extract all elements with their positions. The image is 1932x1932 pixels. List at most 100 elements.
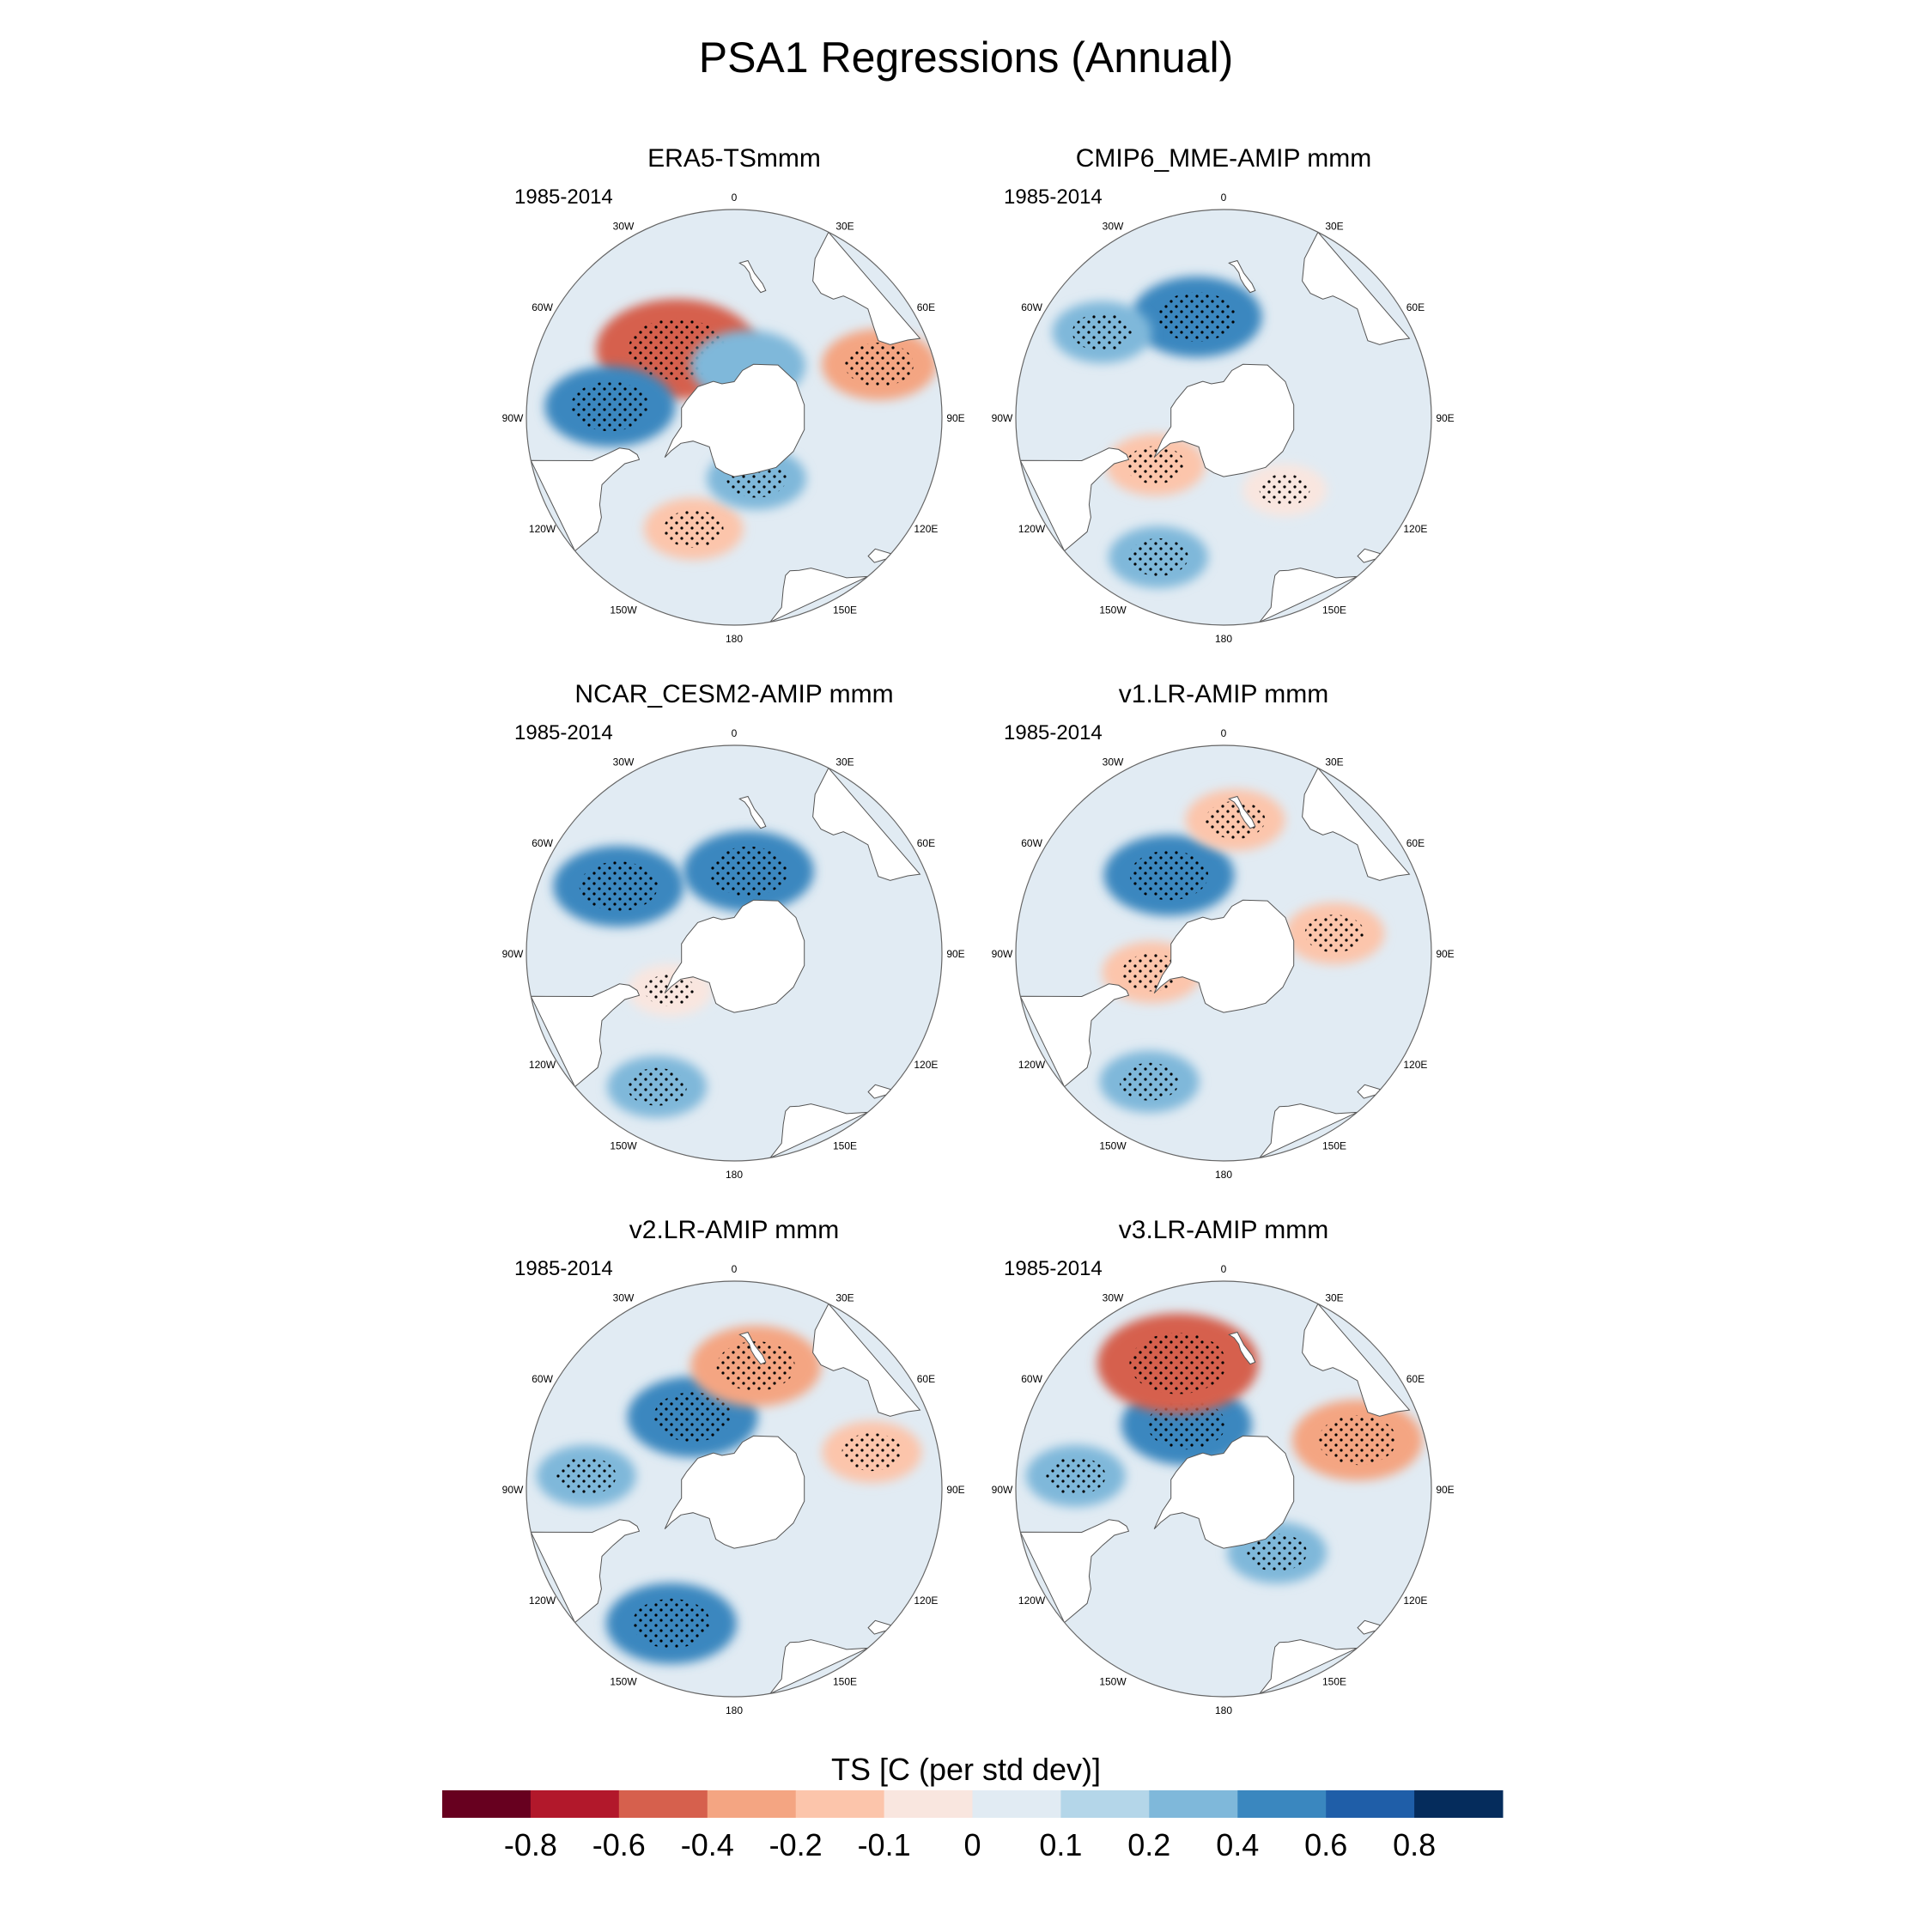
lon-label: 120E	[914, 1059, 938, 1071]
land-south-america	[1019, 983, 1130, 1088]
stippling-east-pacific-warming	[556, 1456, 617, 1495]
stippling-australia-cooling	[844, 343, 914, 386]
colorbar-swatch	[1326, 1790, 1415, 1818]
colorbar-tick-label: 0.1	[1039, 1827, 1082, 1862]
land-south-america	[530, 1519, 641, 1624]
colorbar-title: TS [C (per std dev)]	[830, 1752, 1102, 1787]
lon-label: 90W	[992, 412, 1013, 424]
stippling-central-south-pacific-warming	[1157, 292, 1236, 342]
land-south-america	[530, 447, 641, 552]
colorbar-tick-label: 0.8	[1393, 1827, 1436, 1862]
lon-label: 60W	[1021, 837, 1042, 849]
stippling-ross-cooling	[1205, 801, 1266, 839]
land-australia	[812, 1303, 921, 1417]
land-antarctica	[1153, 363, 1295, 477]
map-panel-era5: ERA5-TSmmm 1985-2014 0 30E 60E 90E 120E 150E 1…	[494, 144, 975, 659]
lon-label: 90E	[946, 1484, 964, 1496]
stippling-south-atlantic-warming	[1128, 538, 1188, 576]
lon-label: 180	[1215, 1169, 1232, 1181]
stippling-weddell-cooling	[1125, 446, 1186, 484]
colorbar-swatch	[707, 1790, 797, 1818]
stippling-south-pacific-warming	[1129, 850, 1209, 901]
lon-label: 90E	[1436, 412, 1454, 424]
polar-map: 0 30E 60E 90E 120E 150E 180 150W 120W 90W 60W 30W	[502, 1263, 965, 1716]
stippling-australia-cooling	[841, 1433, 902, 1472]
lon-label: 90E	[1436, 948, 1454, 960]
land-antarctica	[1153, 899, 1295, 1013]
lon-label: 90E	[1436, 1484, 1454, 1496]
lon-label: 30E	[835, 756, 854, 769]
map-boundary	[1015, 744, 1432, 1162]
lon-label: 0	[732, 191, 738, 204]
land-africa	[1259, 568, 1358, 623]
lon-label: 150E	[1322, 604, 1346, 616]
lon-label: 30W	[613, 221, 635, 233]
stippling-indian-ocean-cooling	[1259, 474, 1310, 507]
lon-label: 120W	[529, 523, 556, 535]
lon-label: 120E	[1403, 523, 1427, 535]
panel-period: 1985-2014	[1004, 185, 1103, 209]
panel-title: v2.LR-AMIP mmm	[629, 1216, 840, 1244]
colorbar-tick-label: 0	[963, 1827, 981, 1862]
land-new-zealand	[738, 795, 767, 829]
lon-label: 60E	[917, 301, 935, 313]
stippling-ross-warming	[709, 846, 788, 896]
land-south-america	[1019, 447, 1130, 552]
colorbar-swatch	[618, 1790, 708, 1818]
lon-label: 150W	[610, 1139, 637, 1151]
lon-label: 60W	[1021, 1373, 1042, 1385]
colorbar-swatch	[972, 1790, 1061, 1818]
lon-label: 120W	[1018, 523, 1046, 535]
lon-label: 180	[726, 1169, 743, 1181]
colorbar-tick-label: -0.1	[858, 1827, 911, 1862]
map-boundary	[526, 1280, 943, 1698]
lon-label: 180	[1215, 633, 1232, 645]
lon-label: 180	[726, 1704, 743, 1716]
land-africa	[769, 1639, 868, 1694]
lon-label: 60E	[917, 837, 935, 849]
colorbar: -0.8 -0.6 -0.4 -0.2 -0.1 0 0.1 0.2 0.4 0.6 0.8	[442, 1790, 1504, 1862]
lon-label: 0	[732, 727, 738, 739]
colorbar-tick-label: 0.6	[1304, 1827, 1347, 1862]
panel-period: 1985-2014	[514, 1257, 613, 1280]
lon-label: 30W	[1103, 1292, 1124, 1304]
colorbar-tick-label: -0.6	[592, 1827, 646, 1862]
land-africa	[1259, 1103, 1358, 1158]
lon-label: 30E	[1325, 756, 1343, 769]
land-australia	[1302, 231, 1411, 345]
panel-period: 1985-2014	[514, 721, 613, 744]
land-south-america	[1019, 1519, 1130, 1624]
land-australia	[812, 767, 921, 881]
map-panel-cmip6: CMIP6_MME-AMIP mmm 1985-2014 0 30E 60E 90E 1…	[983, 144, 1464, 659]
panel-title: NCAR_CESM2-AMIP mmm	[574, 680, 894, 708]
colorbar-swatch	[1414, 1790, 1504, 1818]
lon-label: 150W	[1099, 1139, 1127, 1151]
map-panel-v3: v3.LR-AMIP mmm 1985-2014 0 30E 60E 90E 120E 1…	[983, 1216, 1464, 1731]
lon-label: 60W	[1021, 301, 1042, 313]
polar-map: 0 30E 60E 90E 120E 150E 180 150W 120W 90W 60W 30W	[992, 191, 1455, 645]
panel-period: 1985-2014	[514, 185, 613, 209]
land-new-zealand	[1228, 1331, 1256, 1365]
panel-period: 1985-2014	[1004, 1257, 1103, 1280]
land-antarctica	[1153, 1435, 1295, 1549]
stippling-australia-cooling	[1304, 914, 1365, 953]
colorbar-swatch	[1149, 1790, 1238, 1818]
lon-label: 60E	[917, 1373, 935, 1385]
lon-label: 150E	[1322, 1675, 1346, 1687]
colorbar-swatch	[795, 1790, 885, 1818]
lon-label: 60W	[532, 837, 553, 849]
lon-label: 0	[732, 1263, 738, 1275]
colorbar-swatch	[884, 1790, 973, 1818]
lon-label: 0	[1221, 191, 1227, 204]
polar-map: 0 30E 60E 90E 120E 150E 180 150W 120W 90W 60W 30W	[992, 1263, 1455, 1716]
lon-label: 30E	[835, 221, 854, 233]
lon-label: 120W	[529, 1595, 556, 1607]
stippling-south-atlantic-cooling	[663, 509, 724, 548]
stippling-south-atlantic-warming	[627, 1067, 687, 1106]
lon-label: 120E	[914, 523, 938, 535]
stippling-south-atlantic-warming	[1119, 1062, 1180, 1101]
stippling-east-pacific-warming	[1046, 1456, 1106, 1495]
lon-label: 60E	[1406, 301, 1425, 313]
colorbar-tick-label: -0.4	[681, 1827, 734, 1862]
panel-title: CMIP6_MME-AMIP mmm	[1075, 144, 1372, 173]
